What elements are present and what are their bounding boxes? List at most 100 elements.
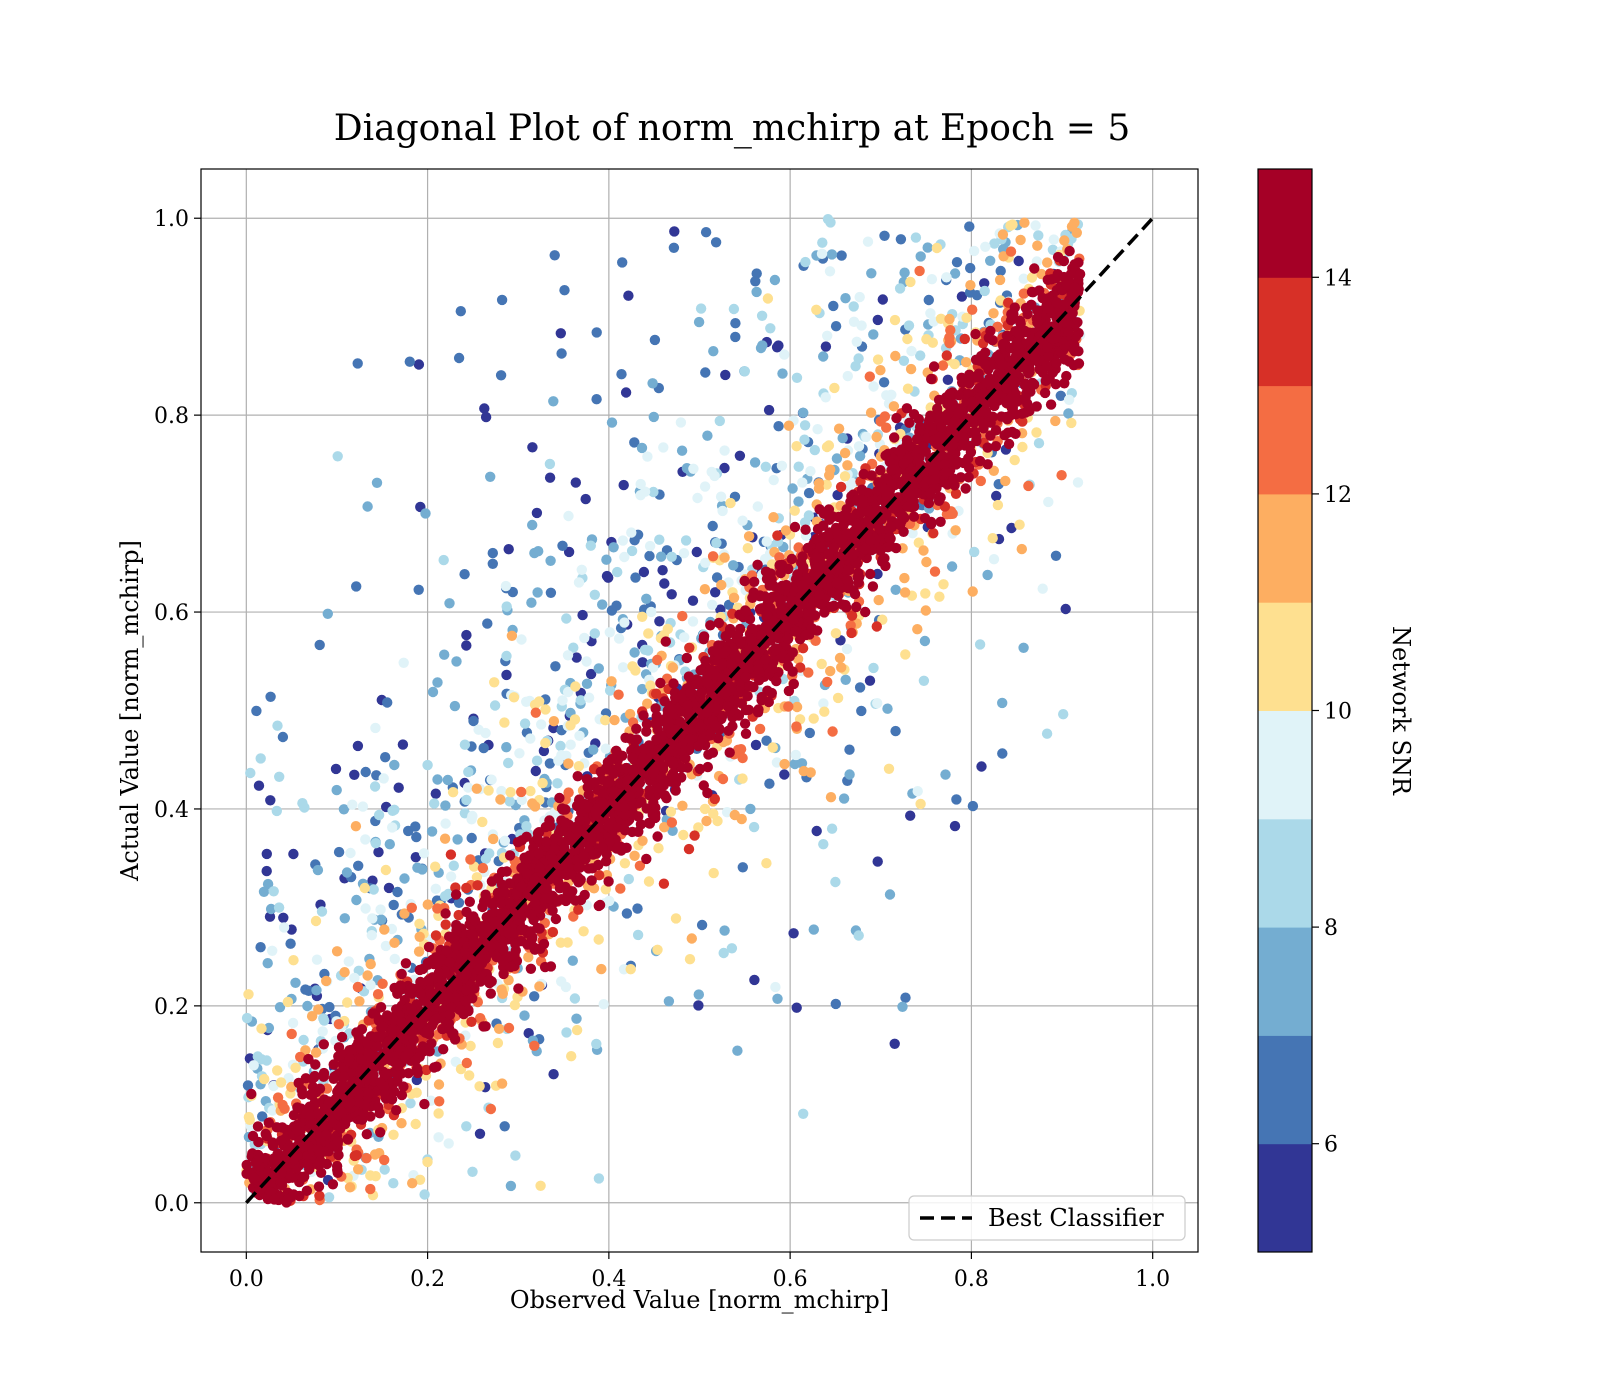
scatter-point	[912, 624, 923, 635]
scatter-point	[791, 372, 803, 383]
scatter-point	[773, 421, 784, 432]
scatter-point	[413, 584, 424, 595]
scatter-point	[419, 1189, 430, 1200]
scatter-point	[749, 576, 760, 587]
scatter-point	[495, 370, 507, 381]
scatter-point	[747, 592, 758, 603]
scatter-point	[360, 766, 371, 778]
scatter-point	[265, 691, 276, 702]
scatter-point	[267, 945, 278, 956]
scatter-point	[601, 554, 612, 565]
scatter-point	[501, 650, 512, 662]
scatter-point	[418, 848, 430, 859]
scatter-point	[683, 671, 695, 682]
scatter-point	[555, 328, 566, 339]
scatter-point	[791, 1002, 802, 1013]
scatter-point	[617, 535, 629, 546]
scatter-point	[997, 748, 1008, 759]
scatter-point	[968, 245, 980, 257]
scatter-point	[342, 997, 353, 1008]
scatter-point	[872, 856, 883, 867]
scatter-point	[653, 843, 664, 854]
scatter-point	[314, 1190, 325, 1202]
scatter-point	[489, 700, 501, 711]
scatter-point	[556, 803, 568, 814]
scatter-point	[756, 310, 768, 321]
scatter-point	[1018, 288, 1029, 299]
plot-area: 0.0 0.2 0.4 0.6 0.8 1.0 0.00.20.40.60.81.0	[154, 168, 1199, 1292]
scatter-point	[328, 1059, 339, 1070]
scatter-point	[662, 623, 673, 635]
scatter-point	[462, 782, 474, 793]
scatter-point	[432, 774, 443, 785]
scatter-point	[638, 566, 650, 578]
scatter-point	[405, 1098, 416, 1109]
scatter-point	[360, 834, 371, 845]
scatter-point	[901, 403, 913, 414]
scatter-point	[375, 1127, 386, 1138]
scatter-point	[687, 595, 699, 606]
scatter-point	[396, 968, 407, 980]
scatter-point	[563, 510, 574, 522]
scatter-point	[659, 578, 670, 589]
scatter-point	[603, 876, 614, 887]
scatter-point	[255, 753, 266, 764]
scatter-point	[745, 803, 756, 815]
scatter-point	[565, 739, 576, 750]
scatter-point	[710, 237, 722, 248]
scatter-point	[927, 337, 938, 348]
scatter-point	[439, 649, 450, 660]
scatter-point	[654, 534, 665, 545]
scatter-point	[899, 572, 910, 584]
scatter-point	[844, 744, 855, 755]
scatter-point	[611, 745, 622, 756]
scatter-point	[856, 320, 867, 331]
scatter-point	[926, 274, 938, 285]
scatter-point	[373, 846, 384, 858]
scatter-point	[836, 250, 847, 261]
scatter-point	[313, 1004, 324, 1015]
scatter-point	[251, 705, 262, 717]
scatter-point	[579, 632, 590, 644]
scatter-point	[596, 963, 607, 975]
scatter-point	[521, 696, 532, 707]
scatter-point	[581, 656, 592, 667]
scatter-point	[351, 581, 362, 592]
scatter-point	[263, 1117, 274, 1129]
scatter-point	[728, 303, 740, 315]
scatter-point	[472, 880, 483, 891]
scatter-point	[530, 707, 541, 718]
scatter-point	[525, 963, 537, 974]
scatter-point	[743, 531, 755, 542]
scatter-point	[675, 417, 687, 428]
scatter-point	[838, 793, 850, 804]
scatter-point	[447, 787, 459, 798]
scatter-point	[608, 542, 619, 553]
scatter-point	[589, 589, 600, 600]
scatter-point	[764, 778, 775, 789]
scatter-point	[840, 674, 851, 685]
scatter-point	[716, 579, 727, 591]
scatter-point	[840, 293, 851, 304]
scatter-point	[788, 928, 799, 939]
scatter-point	[959, 333, 970, 345]
scatter-point	[1033, 438, 1045, 449]
scatter-point	[836, 662, 847, 673]
scatter-point	[719, 925, 730, 936]
scatter-point	[272, 1065, 283, 1076]
scatter-point	[886, 389, 897, 400]
scatter-point	[714, 415, 725, 427]
scatter-point	[524, 850, 536, 861]
scatter-point	[650, 688, 662, 699]
scatter-point	[668, 678, 679, 689]
scatter-point	[391, 1105, 402, 1116]
scatter-point	[262, 958, 273, 969]
scatter-points	[241, 214, 1086, 1208]
scatter-point	[322, 608, 333, 619]
scatter-point	[729, 809, 740, 821]
scatter-point	[244, 1114, 255, 1126]
scatter-point	[982, 569, 993, 581]
scatter-point	[556, 348, 567, 359]
scatter-point	[1015, 234, 1026, 246]
